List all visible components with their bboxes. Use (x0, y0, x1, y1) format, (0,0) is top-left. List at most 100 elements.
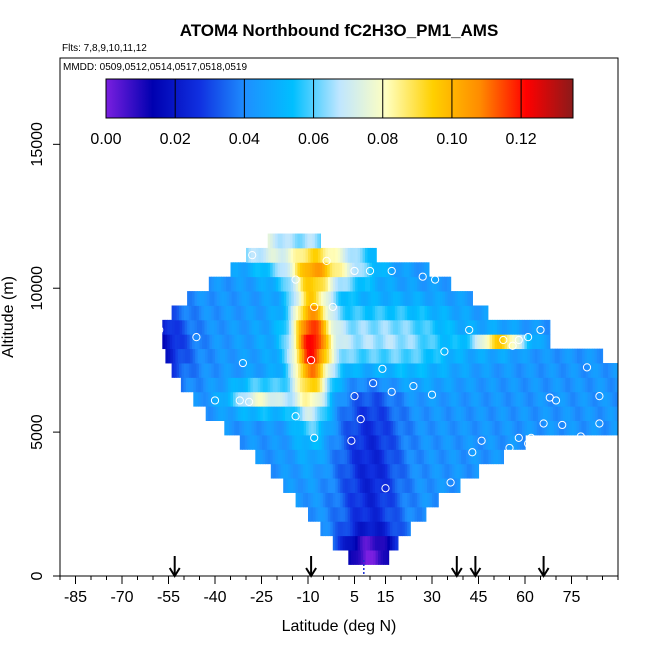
heatmap-cell (418, 391, 423, 407)
heatmap-cell (434, 363, 438, 378)
heatmap-cell (378, 348, 382, 364)
heatmap-cell (350, 291, 354, 306)
heatmap-cell (268, 319, 273, 335)
heatmap-cell (259, 348, 263, 364)
heatmap-cell (552, 391, 556, 407)
heatmap-cell (246, 247, 250, 263)
heatmap-cell (297, 391, 301, 407)
heatmap-cell (306, 348, 310, 364)
heatmap-cell (358, 334, 362, 350)
heatmap-cell (342, 305, 346, 321)
heatmap-cell (234, 334, 238, 350)
heatmap-cell (216, 334, 220, 350)
heatmap-cell (307, 377, 311, 393)
heatmap-cell (352, 262, 356, 278)
heatmap-cell (526, 319, 530, 335)
heatmap-cell (389, 478, 393, 493)
heatmap-cell (378, 550, 382, 565)
heatmap-cell (534, 348, 538, 364)
heatmap-cell (528, 406, 532, 421)
heatmap-cell (216, 276, 220, 292)
heatmap-cell (182, 348, 186, 364)
heatmap-cell (391, 391, 395, 407)
heatmap-cell (181, 305, 185, 321)
heatmap-cell (337, 506, 341, 522)
heatmap-cell (231, 291, 235, 306)
heatmap-cell (428, 377, 432, 393)
heatmap-cell (283, 319, 287, 335)
heatmap-cell (379, 506, 383, 522)
heatmap-cell (435, 319, 439, 335)
heatmap-cell (594, 348, 598, 364)
heatmap-cell (424, 305, 428, 321)
heatmap-cell (508, 406, 512, 421)
heatmap-cell (457, 319, 461, 335)
heatmap-cell (235, 406, 239, 421)
heatmap-cell (179, 334, 183, 350)
heatmap-cell (556, 420, 560, 436)
heatmap-cell (535, 377, 539, 393)
heatmap-cell (355, 276, 359, 292)
heatmap-cell (319, 262, 323, 278)
heatmap-cell (479, 319, 483, 335)
heatmap-cell (445, 291, 449, 306)
heatmap-cell (243, 276, 247, 292)
heatmap-cell (562, 406, 566, 421)
heatmap-cell (283, 363, 287, 378)
heatmap-cell (265, 391, 269, 407)
heatmap-cell (332, 363, 336, 378)
data-point (291, 412, 300, 421)
heatmap-cell (416, 262, 420, 278)
heatmap-cell (575, 406, 579, 421)
colorbar-tick-label: 0.10 (436, 131, 467, 148)
heatmap-cell (414, 391, 418, 407)
heatmap-cell (593, 363, 597, 378)
heatmap-cell (337, 463, 341, 479)
heatmap-cell (275, 233, 279, 249)
heatmap-cell (360, 305, 364, 321)
heatmap-cell (360, 334, 364, 350)
heatmap-cell (608, 363, 612, 378)
heatmap-cell (469, 305, 473, 321)
heatmap-cell (410, 334, 414, 350)
heatmap-cell (365, 535, 369, 551)
heatmap-cell (587, 377, 591, 393)
heatmap-cell (492, 319, 496, 335)
heatmap-cell (374, 391, 378, 407)
heatmap-cell (432, 363, 436, 378)
heatmap-cell (328, 334, 332, 350)
heatmap-cell (410, 319, 414, 335)
heatmap-cell (353, 291, 357, 306)
heatmap-cell (215, 377, 219, 393)
heatmap-cell (348, 434, 352, 450)
heatmap-cell (341, 434, 345, 450)
heatmap-cell (397, 420, 401, 436)
heatmap-cell (355, 535, 359, 551)
heatmap-cell (400, 319, 404, 335)
heatmap-cell (612, 406, 616, 421)
heatmap-cell (414, 377, 418, 393)
heatmap-cell (383, 550, 387, 565)
heatmap-cell (509, 319, 513, 335)
heatmap-cell (318, 291, 322, 306)
heatmap-cell (409, 406, 413, 421)
heatmap-cell (383, 434, 387, 450)
heatmap-cell (185, 377, 189, 393)
heatmap-cell (445, 434, 449, 450)
heatmap-cell (436, 276, 441, 292)
heatmap-cell (565, 377, 569, 393)
heatmap-cell (250, 406, 254, 421)
heatmap-cell (300, 478, 304, 493)
heatmap-cell (162, 334, 166, 350)
heatmap-cell (292, 262, 296, 278)
heatmap-cell (340, 463, 344, 479)
heatmap-cell (376, 391, 380, 407)
heatmap-cell (350, 478, 354, 493)
heatmap-cell (268, 291, 273, 306)
heatmap-cell (310, 478, 314, 493)
heatmap-cell (433, 449, 437, 465)
heatmap-cell (485, 377, 490, 393)
heatmap-cell (391, 377, 395, 393)
heatmap-cell (441, 406, 445, 421)
heatmap-cell (271, 319, 275, 335)
